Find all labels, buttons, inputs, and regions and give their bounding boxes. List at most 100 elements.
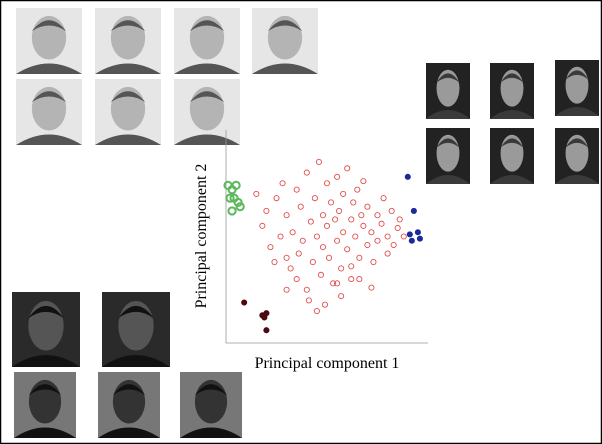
point — [283, 212, 290, 219]
face-photo — [95, 8, 161, 74]
hair — [28, 384, 62, 396]
point — [313, 233, 320, 240]
hair — [500, 73, 524, 83]
x-axis-label: Principal component 1 — [255, 355, 400, 372]
hair — [28, 305, 64, 319]
point — [338, 293, 345, 300]
shoulders — [102, 355, 170, 367]
point — [289, 229, 296, 236]
point — [388, 207, 395, 214]
point — [279, 180, 286, 187]
point — [263, 327, 270, 334]
point — [263, 207, 270, 214]
point — [406, 231, 413, 238]
face-photo — [180, 372, 242, 438]
point — [410, 207, 417, 214]
point — [332, 216, 339, 223]
face-photo — [252, 8, 318, 74]
hair — [189, 20, 225, 32]
point — [315, 158, 322, 165]
shoulders — [98, 427, 160, 438]
point — [317, 271, 324, 278]
point — [378, 220, 385, 227]
point — [259, 222, 266, 229]
shoulders — [555, 175, 599, 184]
point — [299, 237, 306, 244]
shoulders — [252, 63, 318, 74]
point — [307, 218, 314, 225]
face-photo — [16, 79, 82, 145]
point — [384, 250, 391, 257]
point — [273, 195, 280, 202]
point — [370, 259, 377, 266]
point — [225, 193, 235, 203]
point — [384, 233, 391, 240]
point — [364, 241, 371, 249]
shoulders — [426, 175, 470, 184]
point — [277, 233, 284, 240]
face-photo — [174, 79, 240, 145]
point — [390, 241, 397, 249]
face-photo — [95, 79, 161, 145]
point — [364, 203, 371, 210]
face-photo — [16, 8, 82, 74]
hair — [189, 91, 225, 103]
face-photo — [12, 292, 80, 367]
point — [404, 173, 411, 180]
shoulders — [555, 107, 599, 116]
shoulders — [95, 63, 161, 74]
point — [287, 265, 294, 272]
point — [303, 169, 310, 176]
face-photo — [14, 372, 76, 438]
point — [303, 286, 310, 293]
hair — [110, 91, 146, 103]
point — [338, 265, 345, 272]
point — [408, 237, 415, 244]
shoulders — [174, 134, 240, 145]
point — [356, 276, 363, 283]
point — [334, 173, 341, 180]
point — [295, 250, 302, 257]
shoulders — [16, 134, 82, 145]
point — [323, 180, 331, 187]
point — [380, 195, 387, 202]
point — [309, 259, 316, 266]
shoulders — [174, 63, 240, 74]
point — [319, 212, 327, 219]
hair — [436, 138, 460, 148]
hair — [436, 73, 460, 83]
point — [354, 186, 361, 193]
point — [311, 195, 318, 202]
hair — [194, 384, 228, 396]
point — [368, 284, 375, 291]
hair — [110, 20, 146, 32]
point — [416, 235, 423, 242]
point — [336, 207, 343, 214]
point — [259, 312, 266, 319]
point — [231, 180, 241, 190]
point — [334, 237, 341, 244]
point — [305, 297, 312, 304]
hair — [118, 305, 154, 319]
point — [400, 233, 407, 240]
point — [321, 301, 329, 308]
point — [374, 212, 381, 219]
point — [313, 307, 320, 315]
point — [293, 186, 300, 193]
point — [358, 212, 365, 219]
point — [271, 259, 278, 266]
point — [348, 276, 355, 283]
point — [323, 222, 331, 229]
point — [283, 286, 290, 293]
face-photo — [555, 128, 599, 184]
point — [352, 233, 359, 240]
point — [327, 199, 335, 206]
shoulders — [490, 175, 534, 184]
point — [267, 244, 274, 251]
point — [227, 206, 237, 216]
hair — [500, 138, 524, 148]
point — [356, 254, 363, 261]
face-photo — [174, 8, 240, 74]
point — [340, 190, 347, 197]
